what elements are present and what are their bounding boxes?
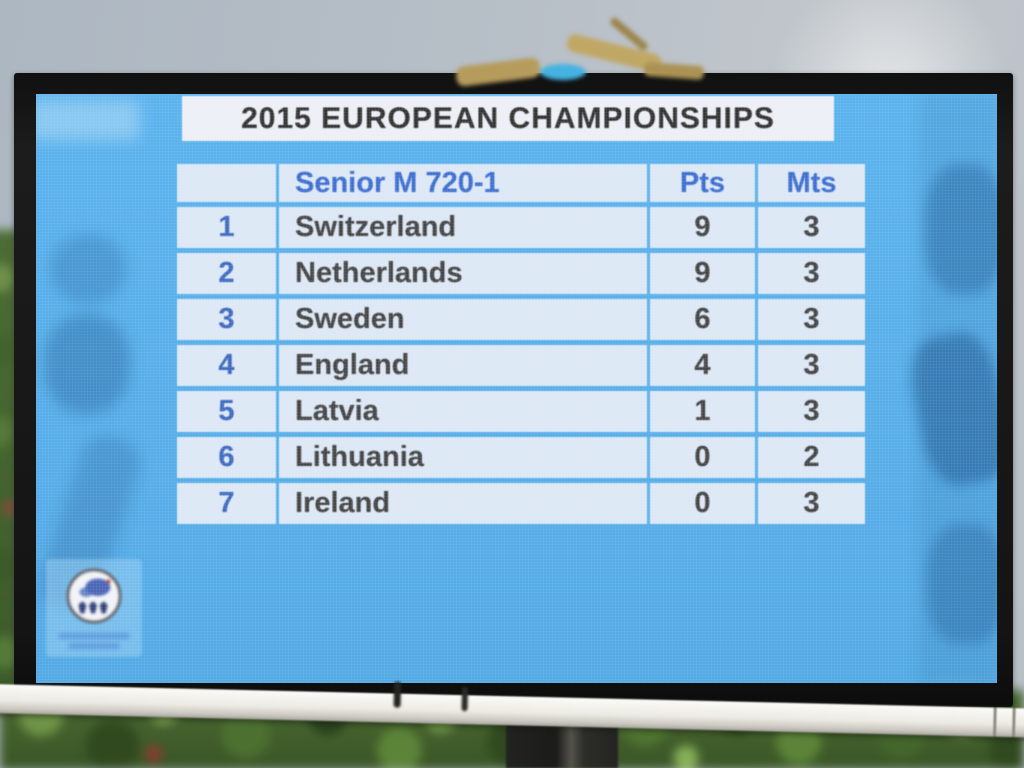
scoreboard-billboard: 2015 EUROPEAN CHAMPIONSHIPS Senior M 720… — [14, 73, 1013, 707]
country-cell: Switzerland — [279, 207, 650, 248]
rank-cell: 3 — [177, 299, 279, 340]
mts-cell: 3 — [758, 207, 865, 248]
table-row: 1 Switzerland 9 3 — [177, 207, 865, 248]
table-row: 7 Ireland 0 3 — [177, 483, 865, 524]
pts-cell: 1 — [650, 391, 758, 432]
scoreboard-screen: 2015 EUROPEAN CHAMPIONSHIPS Senior M 720… — [36, 94, 997, 683]
country-cell: Latvia — [279, 391, 650, 432]
straw-debris — [448, 16, 705, 92]
pts-cell: 9 — [650, 253, 758, 294]
ghost-image-left — [36, 94, 147, 683]
standings-table: Senior M 720-1 Pts Mts 1 Switzerland 9 3… — [177, 164, 865, 529]
table-row: 6 Lithuania 0 2 — [177, 437, 865, 478]
rank-cell: 6 — [177, 437, 279, 478]
pole-mark — [393, 681, 402, 708]
pts-cell: 0 — [650, 437, 758, 478]
mts-cell: 3 — [758, 391, 865, 432]
table-row: 5 Latvia 1 3 — [177, 391, 865, 432]
pts-cell: 9 — [650, 207, 758, 248]
table-header-row: Senior M 720-1 Pts Mts — [177, 164, 865, 202]
pole-joint-rings — [993, 707, 1016, 738]
table-row: 4 England 4 3 — [177, 345, 865, 386]
country-cell: Ireland — [279, 483, 650, 524]
mts-cell: 3 — [758, 299, 865, 340]
rank-cell: 7 — [177, 483, 279, 524]
screen-content: 2015 EUROPEAN CHAMPIONSHIPS Senior M 720… — [36, 94, 997, 683]
mts-cell: 3 — [758, 345, 865, 386]
rank-cell: 4 — [177, 345, 279, 386]
pts-cell: 0 — [650, 483, 758, 524]
logo-text-line — [58, 633, 130, 639]
table-row: 2 Netherlands 9 3 — [177, 253, 865, 294]
header-rank-cell — [177, 164, 279, 202]
header-mts-cell: Mts — [758, 164, 865, 202]
country-cell: Netherlands — [279, 253, 650, 294]
header-event-cell: Senior M 720-1 — [279, 164, 650, 202]
mts-cell: 2 — [758, 437, 865, 478]
title-band: 2015 EUROPEAN CHAMPIONSHIPS — [182, 96, 834, 141]
pts-cell: 4 — [650, 345, 758, 386]
event-logo-icon — [66, 568, 122, 624]
header-pts-cell: Pts — [650, 164, 758, 202]
rank-cell: 5 — [177, 391, 279, 432]
mts-cell: 3 — [758, 253, 865, 294]
country-cell: Lithuania — [279, 437, 650, 478]
table-row: 3 Sweden 6 3 — [177, 299, 865, 340]
mts-cell: 3 — [758, 483, 865, 524]
country-cell: Sweden — [279, 299, 650, 340]
logo-text-line — [68, 643, 120, 649]
rank-cell: 1 — [177, 207, 279, 248]
pts-cell: 6 — [650, 299, 758, 340]
country-cell: England — [279, 345, 650, 386]
pole-mark — [461, 687, 469, 712]
event-logo-patch — [46, 559, 142, 657]
page-title: 2015 EUROPEAN CHAMPIONSHIPS — [241, 101, 775, 135]
rank-cell: 2 — [177, 253, 279, 294]
ghost-image-right — [902, 94, 997, 683]
